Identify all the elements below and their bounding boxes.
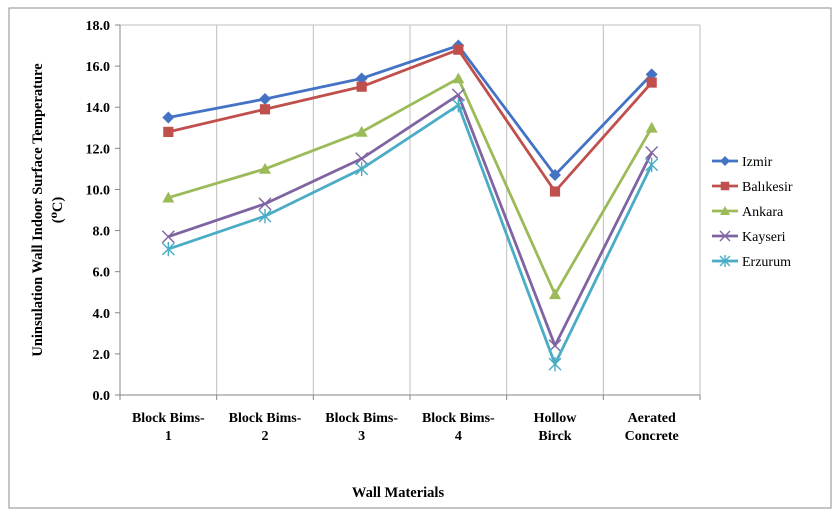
legend-label: Balıkesir (742, 180, 793, 195)
point-marker-star (451, 97, 465, 113)
point-marker-diamond (645, 68, 658, 81)
legend-label: Ankara (742, 205, 784, 220)
x-tick-label: Aerated Concrete (625, 411, 679, 444)
point-marker-square (163, 126, 174, 137)
y-tick-label: 4.0 (93, 307, 111, 322)
legend-item: Kayseri (712, 230, 786, 245)
y-tick-label: 0.0 (93, 389, 111, 404)
y-axis-title-line: (⁰C) (50, 197, 66, 224)
point-marker-star (548, 356, 562, 372)
point-marker-triangle (645, 121, 658, 133)
y-tick-label: 6.0 (93, 266, 111, 281)
series-line (168, 48, 653, 193)
point-marker-star (719, 255, 731, 267)
point-marker-triangle (355, 125, 368, 137)
x-tick-label: Block Bims-4 (422, 411, 495, 444)
series-4 (161, 97, 659, 372)
series-line (167, 93, 653, 348)
point-marker-triangle (720, 206, 730, 215)
legend-label: Kayseri (742, 230, 786, 245)
series-line (167, 103, 653, 366)
point-marker-diamond (259, 93, 271, 105)
point-marker-triangle (259, 162, 271, 174)
point-marker-x (451, 88, 465, 102)
point-marker-square (646, 77, 657, 88)
legend-label: Izmir (742, 155, 773, 170)
x-axis-title: Wall Materials (352, 485, 445, 501)
y-tick-label: 16.0 (86, 60, 111, 75)
series-1 (163, 44, 657, 197)
series-group (161, 39, 659, 372)
x-tick-label: Block Bims-2 (229, 411, 302, 444)
legend-item: Ankara (712, 205, 784, 220)
point-marker-diamond (162, 111, 175, 124)
point-marker-diamond (355, 72, 368, 85)
point-marker-x (161, 230, 175, 244)
x-tick-labels: Block Bims-1 Block Bims-2 Block Bims-3 Bloc… (119, 395, 701, 444)
legend-label: Erzurum (742, 255, 791, 270)
y-tick-label: 10.0 (86, 183, 111, 198)
point-marker-star (258, 208, 272, 224)
y-tick-label: 12.0 (86, 142, 111, 157)
point-marker-square (356, 81, 367, 92)
y-tick-label: 8.0 (93, 225, 111, 240)
series-line (167, 77, 653, 296)
y-axis-title: Uninsulation Wall Indoor Surface Tempera… (30, 63, 66, 357)
series-line (168, 44, 653, 177)
point-marker-diamond (549, 169, 561, 182)
point-marker-star (161, 241, 175, 257)
series-2 (162, 72, 658, 300)
y-axis-title-line: Uninsulation Wall Indoor Surface Tempera… (30, 63, 46, 357)
y-tick-label: 14.0 (86, 101, 111, 116)
legend-item: Izmir (712, 155, 773, 170)
point-marker-triangle (162, 191, 175, 203)
point-marker-star (645, 157, 659, 172)
x-tick-label: Hollow Birck (534, 411, 578, 444)
point-marker-square (549, 186, 561, 197)
point-marker-square (720, 181, 730, 191)
point-marker-x (355, 152, 369, 166)
chart-frame (8, 7, 832, 509)
point-marker-x (719, 230, 731, 242)
series-3 (161, 88, 659, 353)
point-marker-square (453, 44, 464, 55)
legend: Izmir Balıkesir Ankara Kayseri Erzurum (712, 155, 793, 270)
x-tick-label: Block Bims-1 (132, 411, 205, 444)
point-marker-triangle (549, 288, 561, 300)
point-marker-diamond (720, 156, 730, 166)
y-tick-label: 2.0 (93, 348, 111, 363)
point-marker-x (645, 145, 659, 159)
legend-item: Erzurum (712, 255, 791, 270)
legend-item: Balıkesir (712, 180, 793, 195)
point-marker-star (355, 161, 369, 177)
x-tick-label: Block Bims-3 (325, 411, 398, 444)
y-tick-label: 18.0 (86, 19, 111, 34)
point-marker-triangle (452, 72, 465, 84)
point-marker-x (258, 197, 272, 211)
point-marker-square (259, 104, 271, 115)
y-tick-labels: 0.0 2.0 4.0 6.0 8.0 10.0 12.0 14.0 16.0 18.0 (86, 19, 120, 404)
